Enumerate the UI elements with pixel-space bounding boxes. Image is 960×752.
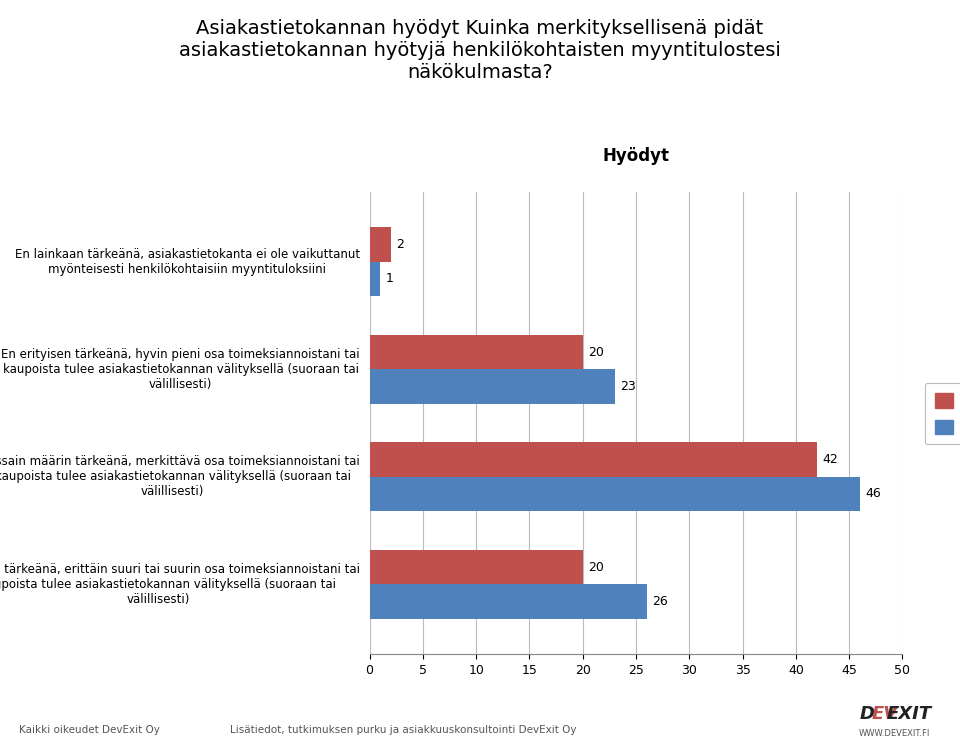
Text: Jossain määrin tärkeänä, merkittävä osa toimeksiannoistani tai
kaupoista tulee a: Jossain määrin tärkeänä, merkittävä osa … [0, 455, 360, 499]
Bar [370, 369, 614, 404]
Text: Erittäin tärkeänä, erittäin suuri tai suurin osa toimeksiannoistani tai
kaupoist: Erittäin tärkeänä, erittäin suuri tai su… [0, 562, 360, 606]
Text: 46: 46 [865, 487, 881, 501]
Bar [370, 335, 583, 369]
Bar [370, 550, 583, 584]
Text: 42: 42 [823, 453, 838, 466]
Text: En lainkaan tärkeänä, asiakastietokanta ei ole vaikuttanut
myönteisesti henkilök: En lainkaan tärkeänä, asiakastietokanta … [14, 247, 360, 276]
Bar [370, 477, 860, 511]
Text: 20: 20 [588, 345, 604, 359]
Text: WWW.DEVEXIT.FI: WWW.DEVEXIT.FI [859, 729, 930, 738]
Bar [370, 584, 647, 619]
Bar [370, 442, 817, 477]
Text: Hyödyt: Hyödyt [603, 147, 669, 165]
Text: 26: 26 [652, 595, 668, 608]
Bar [370, 262, 380, 296]
Text: 2: 2 [396, 238, 404, 251]
Text: 20: 20 [588, 561, 604, 574]
Text: En erityisen tärkeänä, hyvin pieni osa toimeksiannoistani tai
kaupoista tulee as: En erityisen tärkeänä, hyvin pieni osa t… [1, 347, 360, 391]
Text: D: D [859, 705, 875, 723]
Text: Kaikki oikeudet DevExit Oy: Kaikki oikeudet DevExit Oy [19, 726, 160, 735]
Text: 1: 1 [386, 272, 394, 285]
Legend: 2011, 2010: 2011, 2010 [924, 383, 960, 444]
Bar [370, 227, 391, 262]
Text: Lisätiedot, tutkimuksen purku ja asiakkuuskonsultointi DevExit Oy: Lisätiedot, tutkimuksen purku ja asiakku… [230, 726, 576, 735]
Text: EXIT: EXIT [887, 705, 932, 723]
Text: 23: 23 [620, 380, 636, 393]
Text: Asiakastietokannan hyödyt Kuinka merkityksellisenä pidät
asiakastietokannan hyöt: Asiakastietokannan hyödyt Kuinka merkity… [180, 19, 780, 82]
Text: EV: EV [872, 705, 898, 723]
